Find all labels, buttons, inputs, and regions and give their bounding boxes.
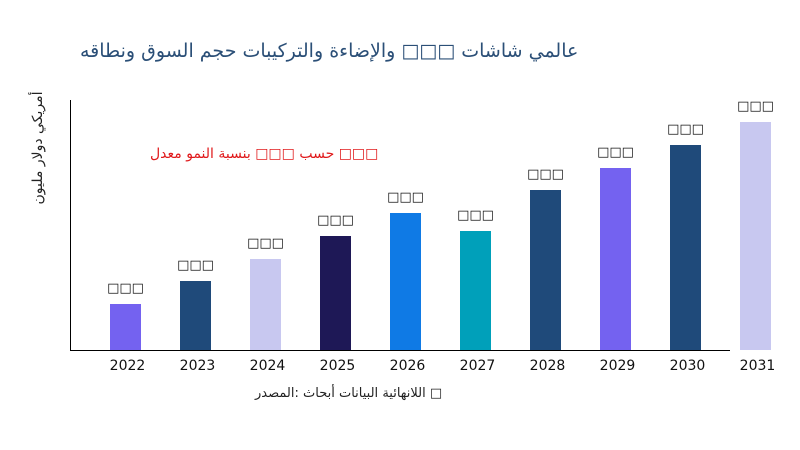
x-tick-label-2023: 2023 bbox=[180, 358, 216, 374]
bar-2028 bbox=[530, 190, 561, 350]
data-label-2025: □□□ bbox=[317, 213, 354, 228]
x-tick-label-2025: 2025 bbox=[320, 358, 356, 374]
bar-2023 bbox=[180, 281, 211, 350]
data-label-2031: □□□ bbox=[737, 99, 774, 114]
bar-2030 bbox=[670, 145, 701, 350]
growth-annotation: معدل النمو بنسبة □□□ حسب □□□ bbox=[150, 146, 379, 162]
data-label-2029: □□□ bbox=[597, 145, 634, 160]
x-tick-label-2029: 2029 bbox=[600, 358, 636, 374]
chart-title: ونطاقه السوق حجم والتركيبات والإضاءة □□□… bbox=[80, 40, 579, 62]
data-label-2022: □□□ bbox=[107, 281, 144, 296]
bar-2024 bbox=[250, 259, 281, 350]
x-tick-label-2027: 2027 bbox=[460, 358, 496, 374]
bar-2025 bbox=[320, 236, 351, 350]
x-tick-label-2026: 2026 bbox=[390, 358, 426, 374]
data-label-2030: □□□ bbox=[667, 122, 704, 137]
x-tick-label-2031: 2031 bbox=[740, 358, 776, 374]
bar-2027 bbox=[460, 231, 491, 350]
bar-2031 bbox=[740, 122, 771, 350]
x-tick-label-2030: 2030 bbox=[670, 358, 706, 374]
x-tick-label-2024: 2024 bbox=[250, 358, 286, 374]
x-tick-label-2022: 2022 bbox=[110, 358, 146, 374]
bar-2022 bbox=[110, 304, 141, 350]
bar-2026 bbox=[390, 213, 421, 350]
data-label-2027: □□□ bbox=[457, 208, 494, 223]
x-tick-label-2028: 2028 bbox=[530, 358, 566, 374]
data-label-2028: □□□ bbox=[527, 167, 564, 182]
source-note: المصدر: أبحاث البيانات اللانهائية □ bbox=[255, 386, 443, 401]
data-label-2024: □□□ bbox=[247, 236, 284, 251]
data-label-2023: □□□ bbox=[177, 258, 214, 273]
data-label-2026: □□□ bbox=[387, 190, 424, 205]
bar-2029 bbox=[600, 168, 631, 350]
